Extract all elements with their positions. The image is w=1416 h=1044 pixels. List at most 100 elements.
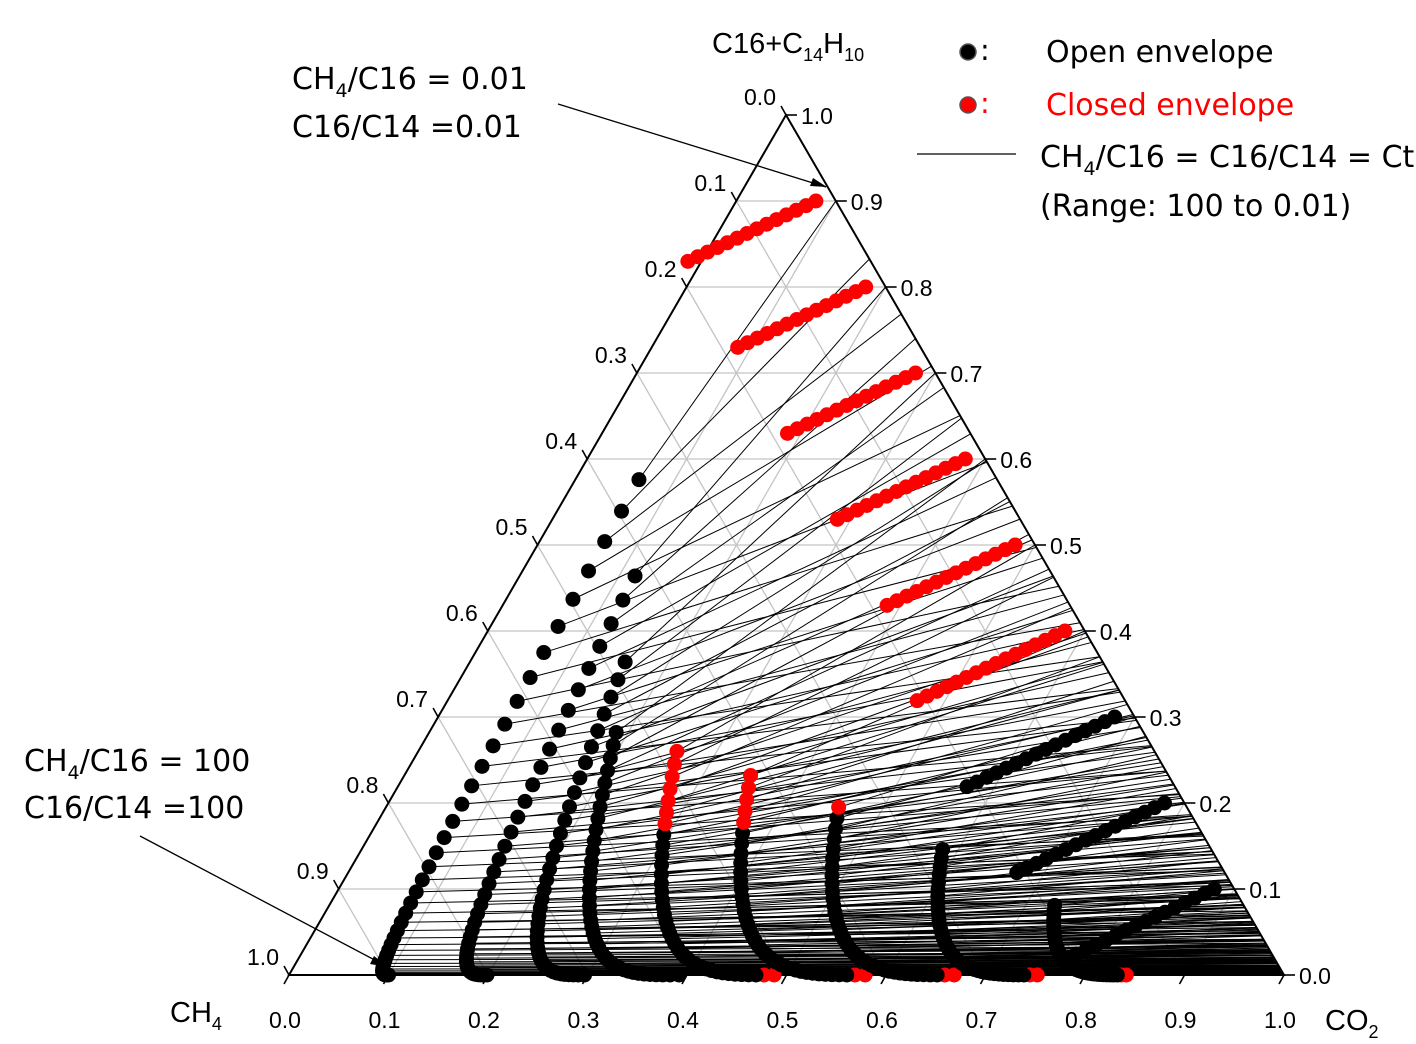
data-point <box>454 796 470 812</box>
tie-line <box>484 867 1222 895</box>
tie-line <box>615 458 986 733</box>
tie-line <box>740 784 1175 854</box>
tick-bottom <box>283 974 290 985</box>
tick-label-left: 0.5 <box>496 514 528 540</box>
legend-label-closed: Closed envelope <box>1046 88 1294 123</box>
tie-line <box>677 938 1264 949</box>
data-point <box>436 830 452 846</box>
tie-line <box>939 839 1206 875</box>
tie-line <box>1063 956 1274 961</box>
data-point <box>597 775 613 791</box>
tick-label-bottom: 0.0 <box>269 1007 301 1033</box>
tie-line <box>624 372 936 663</box>
data-point <box>935 841 951 857</box>
tie-line <box>588 365 932 572</box>
data-point <box>497 838 513 854</box>
data-point <box>829 511 845 527</box>
data-point <box>1047 897 1063 913</box>
tie-line <box>504 622 1081 725</box>
tie-line <box>961 960 1276 964</box>
annotation-top-arrow <box>557 103 827 188</box>
tie-line <box>831 831 1202 877</box>
tie-line <box>572 415 961 600</box>
tick-label-left: 0.0 <box>744 84 776 110</box>
annotation-bottom-line2: C16/C14 =100 <box>24 791 244 826</box>
data-point <box>739 792 755 808</box>
tie-line <box>666 689 1120 814</box>
tie-line <box>1054 922 1254 933</box>
data-point <box>572 770 588 786</box>
legend-label-open: Open envelope <box>1046 35 1274 70</box>
tie-line <box>937 879 1230 904</box>
data-point <box>602 750 618 766</box>
tick-left <box>680 277 688 288</box>
data-point <box>631 472 647 488</box>
tie-line <box>1054 931 1260 940</box>
tick-label-right: 0.0 <box>1299 963 1331 989</box>
tie-line <box>1053 901 1242 916</box>
tie-line <box>540 661 1103 768</box>
tick-label-right: 0.8 <box>901 275 933 301</box>
data-point <box>743 767 759 783</box>
data-point <box>557 812 573 828</box>
tie-line <box>951 947 1269 954</box>
data-point <box>485 738 501 754</box>
tick-label-left: 0.3 <box>595 342 627 368</box>
data-point <box>779 425 795 441</box>
tie-line <box>943 929 1258 940</box>
tie-line <box>634 286 886 577</box>
tick-marks: 0.0 0.0 0.0 0.1 0.1 0.1 0.2 0.2 0.2 0.3 0.3 0.3 0.4 0… <box>247 84 1331 1033</box>
tie-line <box>742 746 1153 834</box>
tick-left <box>482 621 489 632</box>
data-point <box>959 779 975 795</box>
tie-line <box>610 460 987 698</box>
data-point <box>486 864 502 880</box>
annotation-bottom-arrowhead <box>370 956 388 967</box>
tie-line <box>589 881 1231 914</box>
data-point <box>509 693 525 709</box>
annotation-top-line2: C16/C14 =0.01 <box>292 110 522 145</box>
tick-label-bottom: 0.5 <box>767 1007 799 1033</box>
data-point <box>578 755 594 771</box>
data-point <box>428 845 444 861</box>
tie-line <box>558 594 1065 731</box>
tick-label-right: 0.7 <box>950 361 982 387</box>
tick-label-right: 0.1 <box>1249 877 1281 903</box>
tie-line <box>603 501 1011 715</box>
tie-line <box>590 803 1185 872</box>
tie-line <box>669 636 1089 790</box>
data-point <box>617 654 633 670</box>
data-point <box>656 827 672 843</box>
tie-line <box>594 739 1149 842</box>
data-point <box>510 809 526 825</box>
tie-line <box>532 691 1121 786</box>
data-point <box>603 616 619 632</box>
data-point <box>551 722 567 738</box>
tie-line <box>743 872 1226 905</box>
data-point <box>664 769 680 785</box>
annotation-top-line1: CH4/C16 = 0.01 <box>292 62 528 102</box>
axis-label-ch4: CH4 <box>170 997 222 1034</box>
tie-line <box>1066 961 1277 964</box>
tick-left <box>531 535 539 546</box>
tie-line <box>834 771 1167 840</box>
tie-line <box>607 568 1050 772</box>
data-point <box>560 702 576 718</box>
data-point <box>536 645 552 661</box>
tie-line <box>1065 959 1276 963</box>
data-point <box>565 591 581 607</box>
tie-line <box>741 766 1164 844</box>
data-point <box>583 739 599 755</box>
data-point <box>657 816 673 832</box>
data-point <box>570 682 586 698</box>
tie-line <box>604 313 902 542</box>
tick-left <box>333 879 340 890</box>
tick-label-right: 1.0 <box>801 103 833 129</box>
data-point <box>627 568 643 584</box>
tie-line <box>599 433 971 647</box>
data-point <box>829 810 845 826</box>
tie-line <box>622 338 916 601</box>
tick-left <box>283 965 290 976</box>
tick-label-right: 0.9 <box>851 189 883 215</box>
tie-line <box>746 680 1115 801</box>
